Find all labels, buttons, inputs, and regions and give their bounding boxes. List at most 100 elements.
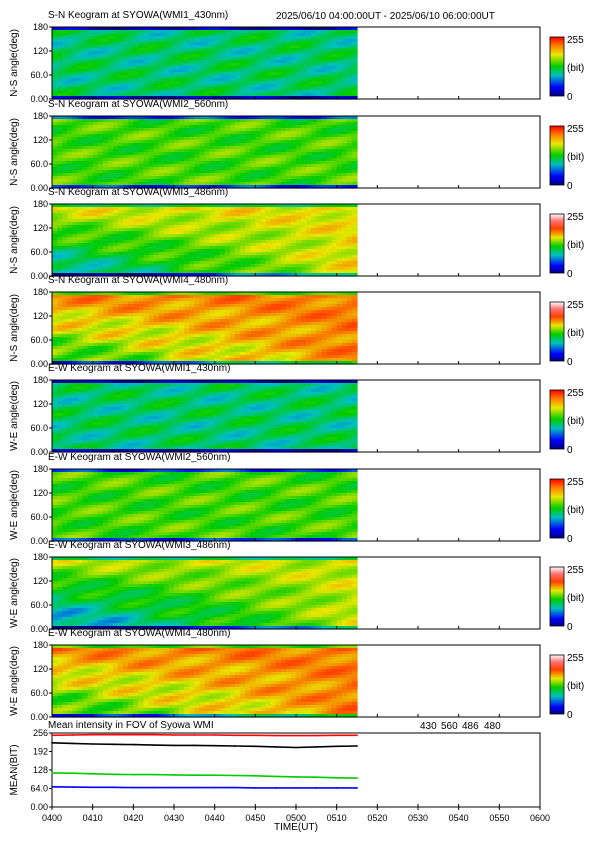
x-tick-label: 0400 (42, 813, 62, 823)
data-point-480 (356, 745, 358, 747)
colorbar-gradient (549, 125, 565, 186)
data-point-560 (315, 776, 318, 779)
data-point-480 (112, 743, 114, 746)
data-point-560 (274, 775, 277, 778)
x-tick-label: 0600 (530, 813, 550, 823)
data-point-430 (234, 786, 236, 789)
y-tick-label: 120 (33, 488, 48, 498)
y-tick-label: 60.0 (30, 247, 48, 257)
keogram-panels: S-N Keogram at SYOWA(WMI1_430nm) 0.00 60.0… (9, 10, 584, 722)
keogram-image (52, 380, 358, 453)
data-point-480 (295, 746, 297, 749)
colorbar-unit-label: (bit) (567, 416, 584, 427)
y-tick-label: 60.0 (30, 70, 48, 80)
colorbar-gradient (549, 213, 565, 274)
keogram-image (52, 469, 358, 542)
series-line-430 (51, 786, 357, 789)
y-tick-label: 0.00 (30, 183, 48, 193)
x-tick-label: 0540 (449, 813, 469, 823)
x-tick-label: 0420 (123, 813, 143, 823)
colorbar-gradient (549, 36, 565, 97)
colorbar-gradient (549, 478, 565, 539)
data-point-486 (91, 733, 94, 736)
data-point-430 (112, 786, 114, 789)
data-point-560 (254, 774, 257, 777)
data-point-486 (254, 734, 257, 737)
keogram-image (52, 645, 358, 718)
colorbar-min-label: 0 (567, 622, 573, 633)
colorbar-unit-label: (bit) (567, 681, 584, 692)
colorbar-unit-label: (bit) (567, 593, 584, 604)
data-point-560 (91, 772, 94, 775)
keogram-ylabel: W-E angle(deg) (9, 381, 20, 451)
colorbar-unit-label: (bit) (567, 152, 584, 163)
keogram-panel: E-W Keogram at SYOWA(WMI2_560nm) 0.00 60.0… (9, 452, 584, 546)
data-point-430 (71, 786, 74, 788)
y-tick-label: 180 (33, 464, 48, 474)
data-point-430 (173, 786, 175, 789)
keogram-title: S-N Keogram at SYOWA(WMI3_486nm) (48, 187, 228, 198)
series-line-486 (51, 733, 357, 737)
colorbar-min-label: 0 (567, 357, 573, 368)
colorbar-unit-label: (bit) (567, 328, 584, 339)
data-point-480 (71, 742, 74, 745)
legend-430: 430 (420, 721, 437, 732)
data-point-486 (274, 734, 277, 737)
data-point-560 (173, 774, 175, 776)
data-point-560 (234, 774, 236, 777)
colorbar-min-label: 0 (567, 269, 573, 280)
data-point-560 (152, 773, 155, 776)
data-point-480 (234, 745, 236, 747)
colorbar-max-label: 255 (567, 565, 584, 576)
x-tick-label: 0530 (408, 813, 428, 823)
keogram-ylabel: W-E angle(deg) (9, 470, 20, 540)
colorbar: 255 (bit) 0 (549, 388, 584, 456)
data-point-486 (193, 734, 196, 736)
colorbar-min-label: 0 (567, 181, 573, 192)
colorbar-max-label: 255 (567, 35, 584, 46)
y-tick-label: 120 (33, 576, 48, 586)
data-point-480 (51, 741, 53, 744)
y-tick-label: 180 (33, 199, 48, 209)
data-point-486 (152, 733, 155, 736)
data-point-430 (193, 786, 196, 789)
data-point-486 (356, 734, 358, 737)
data-point-486 (234, 734, 236, 737)
data-point-430 (274, 787, 277, 789)
colorbar-min-label: 0 (567, 710, 573, 721)
data-point-480 (173, 744, 175, 747)
keogram-title: S-N Keogram at SYOWA(WMI4_480nm) (48, 275, 228, 286)
data-point-430 (132, 786, 135, 789)
keogram-image (52, 27, 358, 100)
colorbar-max-label: 255 (567, 300, 584, 311)
keogram-panel: S-N Keogram at SYOWA(WMI3_486nm) 0.00 60.0… (9, 187, 584, 281)
data-point-560 (356, 777, 358, 779)
keogram-panel: S-N Keogram at SYOWA(WMI4_480nm) 0.00 60.0… (9, 275, 584, 369)
x-tick-label: 0440 (205, 813, 225, 823)
colorbar-min-label: 0 (567, 92, 573, 103)
keogram-title: S-N Keogram at SYOWA(WMI2_560nm) (48, 99, 228, 110)
data-point-480 (132, 743, 135, 746)
data-point-430 (213, 786, 216, 789)
data-point-430 (254, 787, 257, 789)
legend-480: 480 (484, 721, 501, 732)
y-tick-label: 0.00 (30, 94, 48, 104)
legend-486: 486 (462, 721, 479, 732)
keogram-image (52, 116, 358, 189)
data-point-480 (335, 745, 338, 748)
data-point-480 (274, 746, 277, 748)
y-tick-label: 60.0 (30, 335, 48, 345)
keogram-title: E-W Keogram at SYOWA(WMI1_430nm) (48, 363, 230, 374)
data-point-486 (112, 733, 114, 736)
keogram-panel: S-N Keogram at SYOWA(WMI1_430nm) 0.00 60.0… (9, 10, 584, 104)
y-tick-label: 120 (33, 223, 48, 233)
colorbar: 255 (bit) 0 (549, 300, 584, 368)
y-tick-label: 60.0 (30, 688, 48, 698)
keogram-panel: S-N Keogram at SYOWA(WMI2_560nm) 0.00 60.0… (9, 99, 584, 193)
colorbar: 255 (bit) 0 (549, 124, 584, 192)
y-tick-label: 192 (33, 747, 48, 757)
chart-title: Mean intensity in FOV of Syowa WMI (48, 720, 214, 731)
x-tick-label: 0550 (489, 813, 509, 823)
colorbar: 255 (bit) 0 (549, 477, 584, 545)
colorbar: 255 (bit) 0 (549, 653, 584, 721)
